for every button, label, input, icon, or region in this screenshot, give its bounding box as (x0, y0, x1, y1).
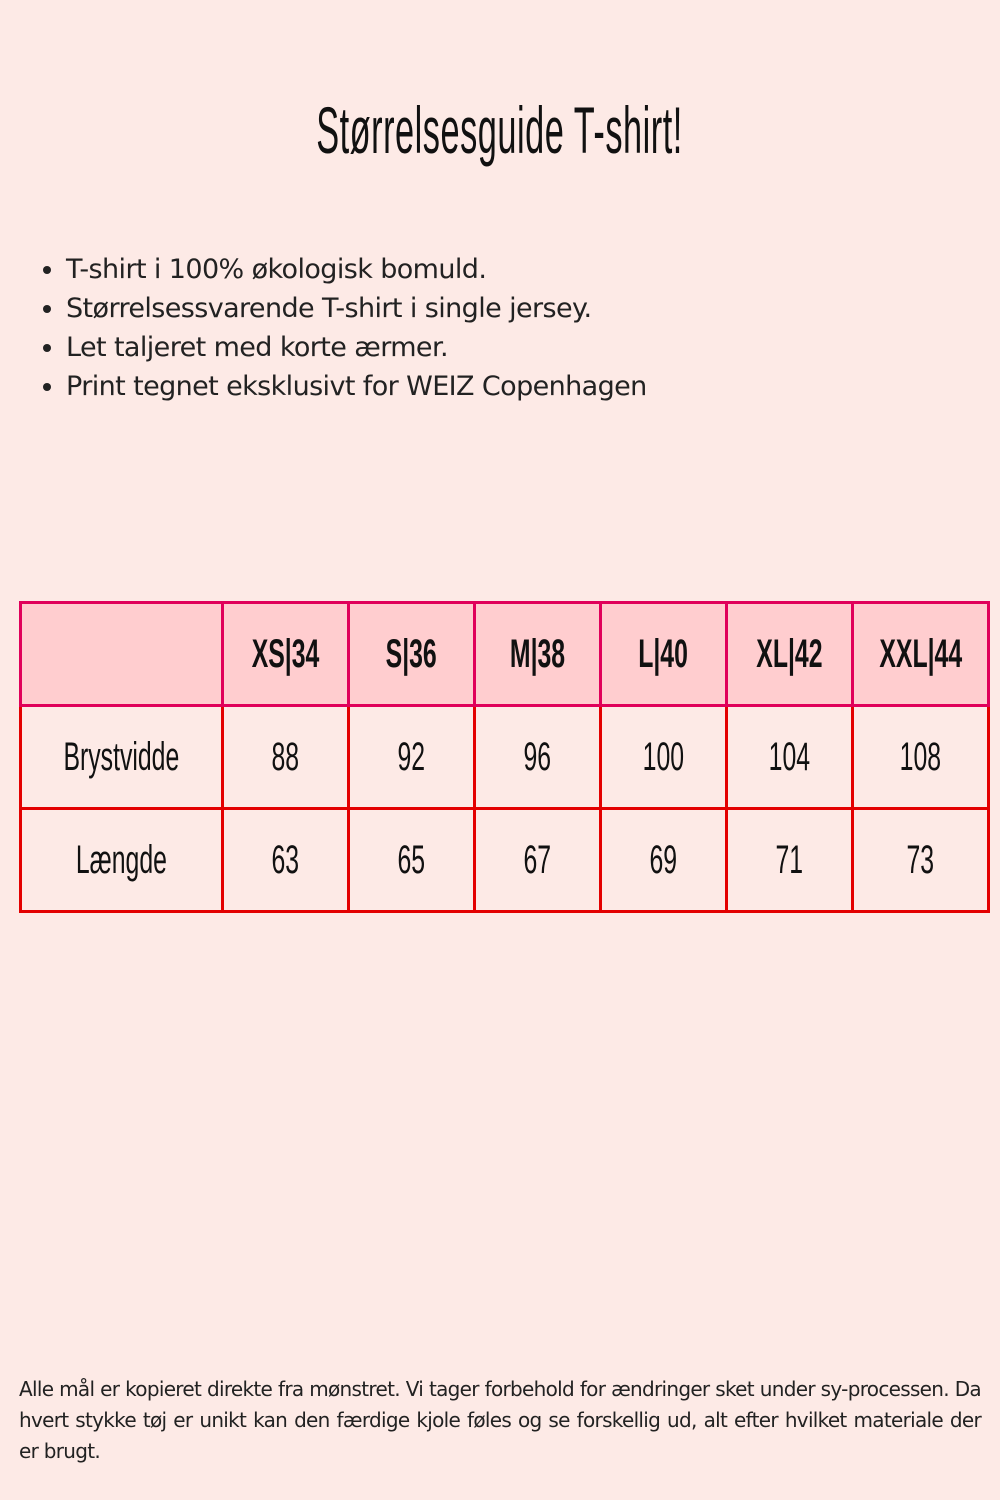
row-label: Længde (19, 807, 224, 913)
table-header-row: XS|34 S|36 M|38 L|40 XL|42 XXL|44 (19, 601, 991, 707)
disclaimer-text: Alle mål er kopieret direkte fra mønstre… (19, 1377, 982, 1463)
table-cell: 65 (347, 807, 476, 913)
header-cell: L|40 (599, 601, 728, 707)
table-cell: 73 (850, 807, 991, 913)
page-title: Størrelsesguide T-shirt! (0, 92, 1000, 168)
row-label: Brystvidde (19, 704, 224, 810)
table-row: Længde 63 65 67 69 71 73 (19, 807, 991, 913)
header-cell: M|38 (473, 601, 602, 707)
list-item: Let taljeret med korte ærmer. (66, 328, 647, 367)
table-cell: 108 (850, 704, 991, 810)
table-cell: 63 (221, 807, 350, 913)
size-table: XS|34 S|36 M|38 L|40 XL|42 XXL|44 Brystv… (19, 601, 991, 913)
header-cell: XL|42 (725, 601, 854, 707)
table-cell: 92 (347, 704, 476, 810)
feature-list: T-shirt i 100% økologisk bomuld. Størrel… (18, 250, 647, 406)
header-cell: S|36 (347, 601, 476, 707)
list-item: Print tegnet eksklusivt for WEIZ Copenha… (66, 367, 647, 406)
table-cell: 71 (725, 807, 854, 913)
table-cell: 100 (599, 704, 728, 810)
header-cell-empty (19, 601, 224, 707)
table-cell: 69 (599, 807, 728, 913)
table-row: Brystvidde 88 92 96 100 104 108 (19, 704, 991, 810)
page-title-text: Størrelsesguide T-shirt! (316, 93, 684, 167)
list-item: T-shirt i 100% økologisk bomuld. (66, 250, 647, 289)
table-cell: 67 (473, 807, 602, 913)
table-cell: 104 (725, 704, 854, 810)
table-cell: 88 (221, 704, 350, 810)
header-cell: XXL|44 (850, 601, 991, 707)
list-item: Størrelsessvarende T-shirt i single jers… (66, 289, 647, 328)
table-cell: 96 (473, 704, 602, 810)
header-cell: XS|34 (221, 601, 350, 707)
